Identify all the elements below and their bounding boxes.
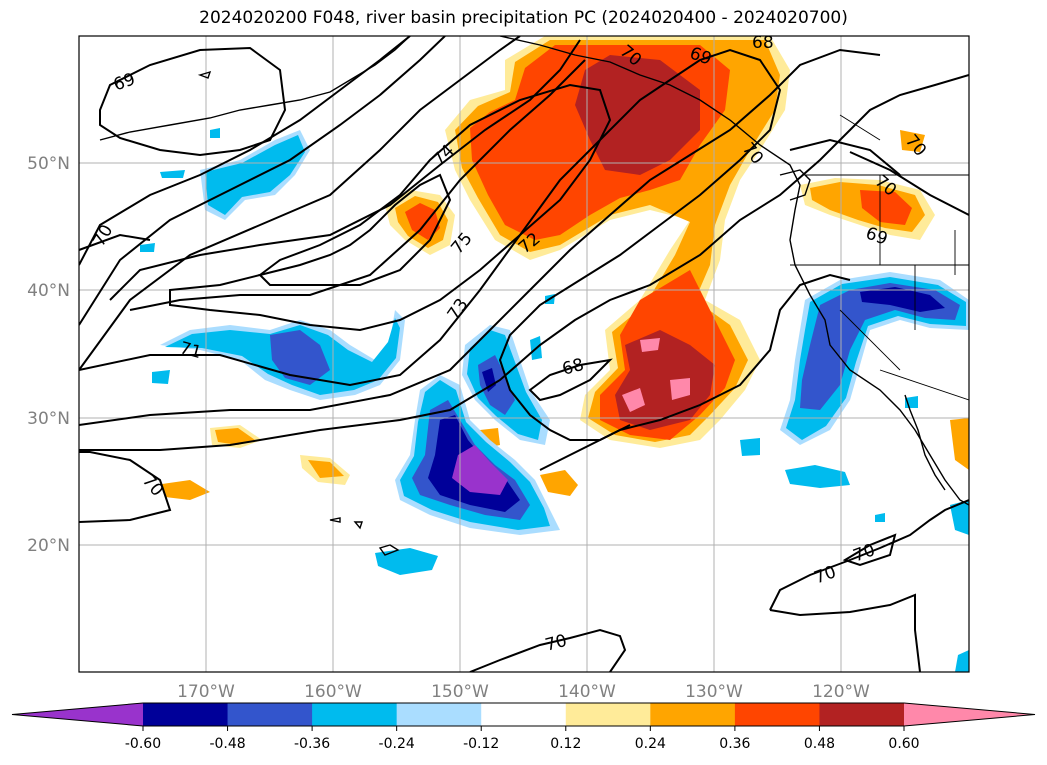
colorbar-segment <box>143 703 229 726</box>
colorbar-label: -0.12 <box>463 736 499 752</box>
colorbar-label: -0.36 <box>294 736 330 752</box>
positive-anomaly-shading <box>162 36 969 500</box>
colorbar-label: -0.24 <box>379 736 415 752</box>
lat-label: 20°N <box>27 536 70 556</box>
colorbar-segment <box>396 703 482 726</box>
colorbar-label: 0.48 <box>804 736 835 752</box>
colorbar-segment <box>565 703 651 726</box>
colorbar-label: -0.60 <box>125 736 161 752</box>
lon-label: 170°W <box>177 682 235 702</box>
colorbar-label: -0.48 <box>209 736 245 752</box>
lat-label: 50°N <box>27 154 70 174</box>
colorbar-label: 0.24 <box>635 736 666 752</box>
lon-label: 140°W <box>558 682 616 702</box>
lat-label: 30°N <box>27 409 70 429</box>
colorbar-segment <box>312 703 398 726</box>
colorbar-segment <box>481 703 567 726</box>
colorbar-extend-low <box>12 703 143 726</box>
lon-label: 120°W <box>812 682 870 702</box>
contour-label: 68 <box>752 33 774 53</box>
lat-label: 40°N <box>27 281 70 301</box>
colorbar-label: 0.36 <box>719 736 750 752</box>
lon-label: 160°W <box>304 682 362 702</box>
borders <box>790 114 969 401</box>
colorbar-label: 0.60 <box>888 736 919 752</box>
colorbar-segment <box>227 703 313 726</box>
colorbar: -0.60 -0.48 -0.36 -0.24 -0.12 0.12 0.24 0.36 0.4… <box>11 702 1036 752</box>
longitude-labels: 170°W 160°W 150°W 140°W 130°W 120°W <box>177 682 870 702</box>
lon-label: 150°W <box>431 682 489 702</box>
height-contours <box>79 36 969 672</box>
map-title: 2024020200 F048, river basin precipitati… <box>199 8 848 28</box>
colorbar-segment <box>819 703 905 726</box>
colorbar-segment <box>734 703 820 726</box>
lon-label: 130°W <box>685 682 743 702</box>
colorbar-label: 0.12 <box>550 736 581 752</box>
latitude-labels: 50°N 40°N 30°N 20°N <box>27 154 70 556</box>
colorbar-segment <box>650 703 736 726</box>
colorbar-extend-high <box>904 703 1035 726</box>
map-frame <box>78 35 970 673</box>
map-panel: 69 69 69 70 70 70 70 70 70 70 71 72 73 7… <box>79 33 969 672</box>
